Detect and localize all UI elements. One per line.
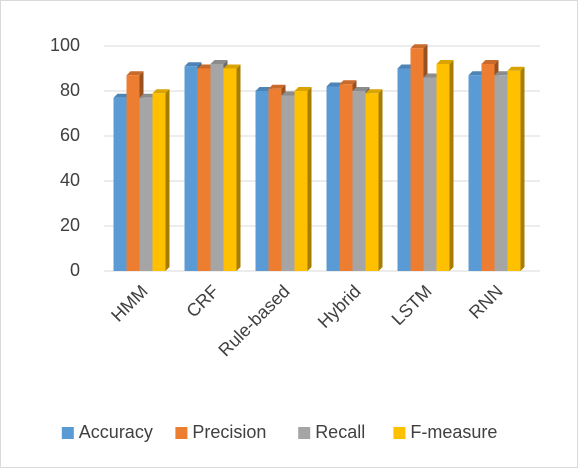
bar-side xyxy=(236,64,241,271)
bar xyxy=(397,68,411,271)
bar xyxy=(152,93,166,271)
bar-top xyxy=(436,60,454,64)
bar xyxy=(139,97,153,271)
bar-top xyxy=(365,89,383,94)
bar-top xyxy=(339,80,357,85)
bar xyxy=(436,64,450,271)
bar xyxy=(423,77,437,271)
bar-top xyxy=(507,66,525,71)
bar-top xyxy=(294,87,312,91)
bar-top xyxy=(326,82,344,87)
y-tick-label: 20 xyxy=(60,215,80,235)
bar xyxy=(184,66,198,271)
bar xyxy=(339,84,353,271)
bar-top xyxy=(268,84,286,89)
legend-swatch xyxy=(175,427,188,439)
bar-top xyxy=(423,73,441,78)
bar xyxy=(481,64,495,271)
bar-top xyxy=(184,62,202,67)
bar xyxy=(410,48,424,271)
bar-side xyxy=(307,87,312,271)
bar-top xyxy=(139,93,157,98)
bar-top xyxy=(281,91,299,96)
bar-top xyxy=(397,64,415,69)
bar-side xyxy=(449,60,454,271)
bar-top xyxy=(223,64,241,69)
bar-top xyxy=(468,71,486,76)
legend-label: Precision xyxy=(192,422,266,442)
legend-swatch xyxy=(61,427,74,439)
bar-top xyxy=(352,87,370,91)
bar xyxy=(281,95,295,271)
bar xyxy=(126,75,140,271)
bar xyxy=(223,68,237,271)
bar-top xyxy=(494,71,512,76)
bar xyxy=(468,75,482,271)
bar-top xyxy=(126,71,144,76)
bar xyxy=(210,64,224,271)
y-tick-label: 100 xyxy=(50,35,80,55)
bar-side xyxy=(520,66,525,271)
bar xyxy=(113,97,127,271)
bar xyxy=(507,70,521,271)
bar xyxy=(352,91,366,271)
y-tick-label: 0 xyxy=(70,260,80,280)
bar xyxy=(268,88,282,271)
bar-top xyxy=(210,60,228,64)
legend-label: Recall xyxy=(315,422,365,442)
legend-label: Accuracy xyxy=(79,422,153,442)
y-tick-label: 60 xyxy=(60,125,80,145)
bar-top xyxy=(197,64,215,69)
bar xyxy=(255,91,269,271)
bar-top xyxy=(113,93,131,98)
legend-label: F-measure xyxy=(410,422,497,442)
bar-side xyxy=(165,89,170,271)
bar xyxy=(326,86,340,271)
bar-top xyxy=(410,44,428,49)
legend-swatch xyxy=(393,427,406,439)
y-tick-label: 40 xyxy=(60,170,80,190)
bar-top xyxy=(481,60,499,64)
bar xyxy=(197,68,211,271)
y-tick-label: 80 xyxy=(60,80,80,100)
bar-top xyxy=(255,87,273,91)
legend-swatch xyxy=(298,427,311,439)
bar-top xyxy=(152,89,170,94)
bar xyxy=(365,93,379,271)
bar xyxy=(294,91,308,271)
bar xyxy=(494,75,508,271)
bar-side xyxy=(378,89,383,271)
